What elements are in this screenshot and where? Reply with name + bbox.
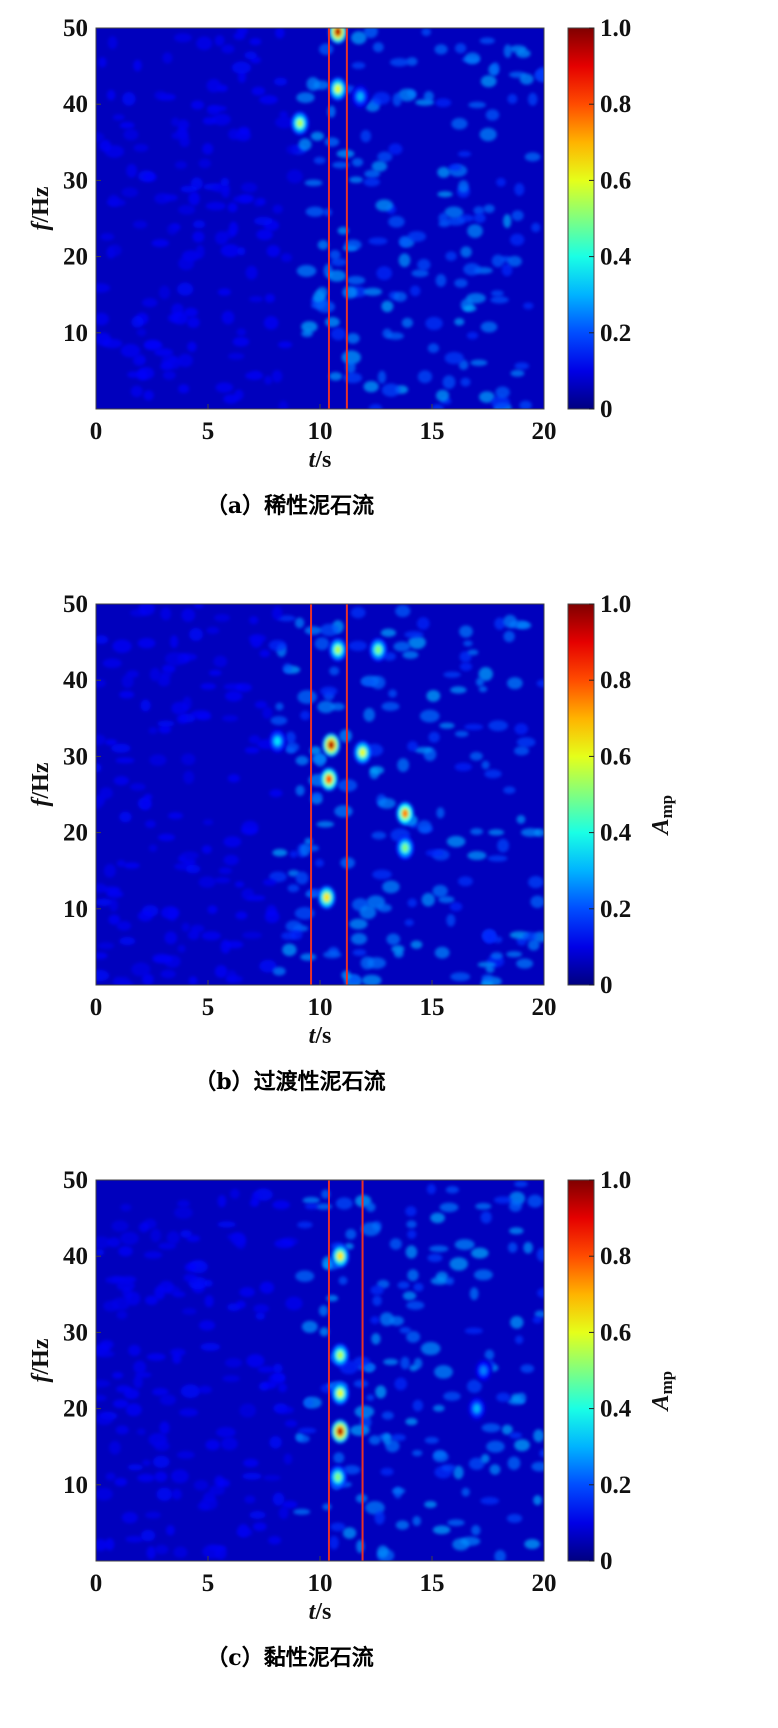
colorbar-tick-label: 0.2 [600, 320, 631, 347]
y-tick-label: 30 [63, 1319, 88, 1346]
hotspot [328, 1465, 347, 1490]
hotspot [331, 1419, 350, 1444]
x-tick-label: 20 [532, 1570, 557, 1597]
x-tick-label: 5 [202, 994, 215, 1021]
x-axis-label: t/s [309, 1023, 332, 1049]
colorbar-tick-label: 1.0 [600, 591, 631, 618]
colorbar-tick-label: 0 [600, 396, 613, 423]
colorbar-tick-label: 1.0 [600, 1167, 631, 1194]
panel-caption: （a）稀性泥石流 [205, 493, 375, 519]
colorbar-tick-label: 1.0 [600, 15, 631, 42]
y-tick-label: 20 [63, 244, 88, 271]
hotspot [396, 801, 415, 826]
colorbar-tick-label: 0.8 [600, 667, 631, 694]
panel-caption: （b）过渡性泥石流 [194, 1069, 386, 1095]
x-axis-label: t/s [309, 1599, 332, 1625]
hotspot [474, 1358, 493, 1383]
hotspot [290, 111, 309, 136]
y-tick-label: 10 [63, 1472, 88, 1499]
x-tick-label: 10 [308, 994, 333, 1021]
hotspot [320, 767, 338, 792]
x-tick-label: 15 [420, 994, 445, 1021]
y-tick-label: 50 [63, 15, 88, 42]
y-tick-label: 50 [63, 591, 88, 618]
hotspot [268, 729, 287, 754]
y-tick-label: 20 [63, 820, 88, 847]
x-tick-label: 0 [90, 994, 103, 1021]
hotspot [322, 733, 341, 757]
hotspot [331, 1244, 350, 1269]
x-tick-label: 10 [308, 418, 333, 445]
spectrogram-panel-1: 0 5 10 15 20 10 20 30 40 50 t/s f/Hz 0 0.2 0.4 0.6 0.8 1.… [0, 0, 778, 576]
colorbar-tick-label: 0.8 [600, 91, 631, 118]
x-tick-label: 0 [90, 418, 103, 445]
spectrogram-svg: 0 5 10 15 20 10 20 30 40 50 t/s f/Hz 0 0.2 0.4 0.6 0.8 1.… [28, 15, 632, 473]
x-tick-label: 10 [308, 1570, 333, 1597]
y-tick-label: 10 [63, 896, 88, 923]
colorbar-tick-label: 0.6 [600, 743, 631, 770]
y-tick-label: 30 [63, 167, 88, 194]
noise-texture [96, 1180, 544, 1561]
noise-texture [96, 604, 544, 985]
colorbar [567, 27, 595, 410]
x-tick-label: 0 [90, 1570, 103, 1597]
x-tick-label: 5 [202, 418, 215, 445]
colorbar [567, 1179, 595, 1562]
y-axis-label: f/Hz [28, 762, 54, 806]
spectrogram-svg: 0 5 10 15 20 10 20 30 40 50 t/s f/Hz 0 0.2 0.4 0.6 0.8 1.… [28, 1167, 676, 1625]
colorbar-tick-label: 0 [600, 1548, 613, 1575]
colorbar-tick-label: 0.8 [600, 1243, 631, 1270]
y-tick-label: 50 [63, 1167, 88, 1194]
colorbar-tick-label: 0.4 [600, 1396, 632, 1423]
hotspot [331, 1381, 350, 1406]
colorbar-tick-label: 0.6 [600, 167, 631, 194]
y-axis-label: f/Hz [28, 186, 54, 230]
colorbar-label: Amp [648, 795, 676, 837]
colorbar-tick-label: 0.2 [600, 896, 631, 923]
hotspot [328, 637, 347, 662]
hotspot [331, 1343, 350, 1368]
hotspot [317, 885, 336, 910]
y-tick-label: 20 [63, 1396, 88, 1423]
colorbar-label: Amp [648, 1371, 676, 1413]
panel-caption: （c）黏性泥石流 [206, 1645, 374, 1671]
spectrogram-panel-3: 0 5 10 15 20 10 20 30 40 50 t/s f/Hz 0 0.2 0.4 0.6 0.8 1.… [0, 1152, 778, 1728]
y-axis-label: f/Hz [28, 1338, 54, 1382]
x-tick-label: 15 [420, 1570, 445, 1597]
hotspot [467, 1396, 486, 1421]
hotspot [396, 835, 415, 860]
y-tick-label: 40 [63, 667, 88, 694]
x-tick-label: 5 [202, 1570, 215, 1597]
hotspot [369, 637, 388, 662]
colorbar-tick-label: 0.2 [600, 1472, 631, 1499]
y-tick-label: 30 [63, 743, 88, 770]
y-tick-label: 10 [63, 320, 88, 347]
spectrogram-svg: 0 5 10 15 20 10 20 30 40 50 t/s f/Hz 0 0.2 0.4 0.6 0.8 1.… [28, 591, 676, 1049]
x-axis-label: t/s [309, 447, 332, 473]
noise-texture [96, 28, 544, 409]
colorbar [567, 603, 595, 986]
y-tick-label: 40 [63, 1243, 88, 1270]
hotspot [328, 28, 347, 44]
colorbar-tick-label: 0 [600, 972, 613, 999]
x-tick-label: 20 [532, 418, 557, 445]
y-tick-label: 40 [63, 91, 88, 118]
colorbar-tick-label: 0.4 [600, 820, 632, 847]
spectrogram-panel-2: 0 5 10 15 20 10 20 30 40 50 t/s f/Hz 0 0.2 0.4 0.6 0.8 1.… [0, 576, 778, 1152]
hotspot [351, 84, 370, 109]
colorbar-tick-label: 0.4 [600, 244, 632, 271]
x-tick-label: 15 [420, 418, 445, 445]
x-tick-label: 20 [532, 994, 557, 1021]
colorbar-tick-label: 0.6 [600, 1319, 631, 1346]
hotspot [328, 77, 347, 101]
hotspot [353, 740, 372, 765]
